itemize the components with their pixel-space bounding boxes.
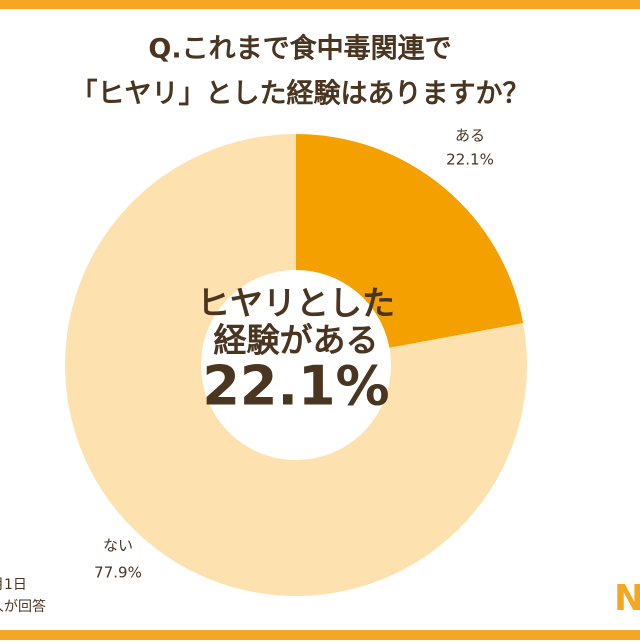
slice-value: 77.9%	[94, 564, 142, 582]
note: 人が回答	[0, 598, 46, 615]
donut	[65, 134, 527, 596]
center-label: 経験がある	[214, 321, 379, 360]
bottom-border	[0, 630, 640, 640]
top-border	[0, 0, 640, 9]
center-value: 22.1%	[202, 355, 389, 418]
slice-label: ない	[103, 537, 133, 555]
slice	[296, 134, 524, 348]
title-line: Q.これまで食中毒関連で	[148, 33, 451, 65]
center-label: ヒヤリとした	[197, 284, 395, 323]
logo: N	[614, 578, 640, 619]
slice-value: 22.1%	[446, 151, 494, 169]
slice	[65, 134, 527, 596]
slice-label: ある	[455, 127, 485, 145]
note: 月1日	[0, 577, 27, 593]
title-line: 「ヒヤリ」とした経験はありますか？	[71, 78, 530, 110]
